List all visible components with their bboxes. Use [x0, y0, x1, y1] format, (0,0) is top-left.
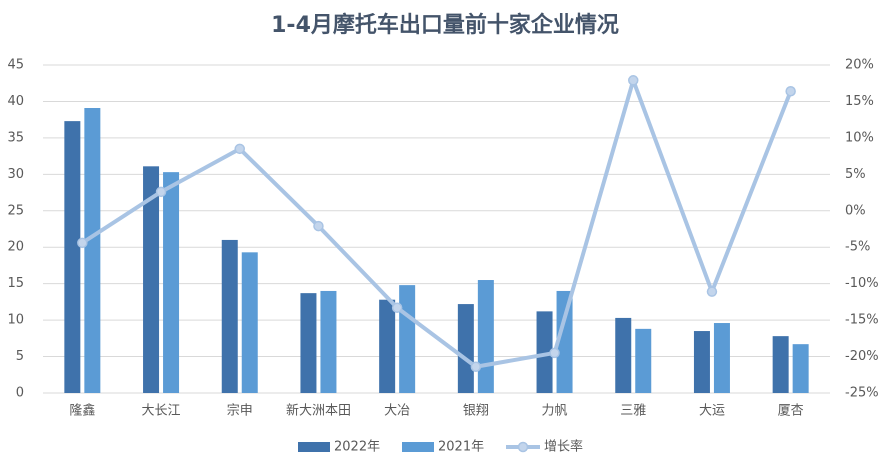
bar: [615, 317, 632, 393]
x-tick-label: 力帆: [542, 404, 568, 419]
bar: [399, 285, 416, 393]
bar: [64, 121, 81, 393]
bar: [556, 290, 573, 393]
y-tick-label: 35: [7, 130, 24, 145]
chart-title: 1-4月摩托车出口量前十家企业情况: [271, 12, 619, 38]
legend-label: 2022年: [334, 440, 380, 455]
legend-label: 2021年: [438, 440, 484, 455]
bar: [713, 323, 730, 393]
bar: [792, 344, 809, 393]
bar: [84, 108, 101, 393]
line-marker: [628, 75, 639, 86]
bar: [241, 252, 258, 393]
x-tick-label: 新大洲本田: [286, 403, 351, 419]
line-marker: [470, 361, 482, 373]
bar: [379, 299, 396, 393]
x-tick-label: 大长江: [142, 404, 181, 419]
y-tick-label: 10: [7, 313, 24, 328]
x-tick-label: 宗申: [227, 403, 253, 419]
bar: [457, 304, 474, 393]
y-tick-label: 30: [7, 167, 24, 182]
bar: [221, 239, 238, 393]
y-tick-label: 5: [16, 349, 24, 364]
y2-tick-label: -25%: [845, 386, 879, 401]
line-marker: [234, 143, 245, 155]
line-marker: [706, 286, 718, 297]
line-marker: [313, 220, 324, 232]
y2-tick-label: 5%: [845, 167, 866, 182]
x-tick-label: 隆鑫: [69, 403, 95, 419]
line-marker: [77, 237, 88, 249]
bar: [143, 166, 160, 393]
line-marker: [391, 302, 403, 313]
y2-tick-label: 20%: [845, 58, 874, 73]
x-tick-label: 厦杏: [778, 404, 804, 419]
y2-tick-label: -15%: [845, 313, 879, 328]
y2-tick-label: -5%: [845, 240, 870, 255]
y2-tick-label: -20%: [845, 349, 879, 364]
y2-tick-label: 10%: [845, 130, 874, 145]
line-marker: [549, 347, 560, 359]
line: [81, 78, 793, 369]
bar: [635, 328, 652, 393]
y-tick-label: 20: [7, 240, 24, 255]
legend-marker: [517, 441, 529, 453]
legend-label: 增长率: [544, 439, 583, 455]
bar: [536, 311, 553, 393]
line-marker: [785, 85, 796, 97]
x-tick-label: 银翔: [463, 404, 489, 419]
x-tick-label: 大冶: [384, 404, 410, 419]
x-tick-label: 三雅: [620, 404, 646, 419]
bar: [163, 172, 180, 393]
x-tick-label: 大运: [699, 404, 725, 419]
y2-tick-label: 15%: [845, 94, 874, 109]
bar: [693, 331, 710, 393]
y2-tick-label: -10%: [845, 276, 879, 291]
y-tick-label: 25: [7, 203, 24, 218]
bar: [300, 293, 317, 393]
legend-swatch: [402, 442, 434, 452]
line-marker: [155, 186, 167, 198]
legend-swatch: [298, 442, 330, 452]
bar: [320, 290, 337, 393]
y-tick-label: 15: [7, 276, 24, 291]
bar: [477, 280, 494, 393]
y-tick-label: 40: [7, 94, 24, 109]
y2-tick-label: 0%: [845, 203, 866, 218]
bar: [772, 336, 789, 393]
y-tick-label: 45: [7, 58, 24, 73]
y-tick-label: 0: [16, 386, 24, 401]
